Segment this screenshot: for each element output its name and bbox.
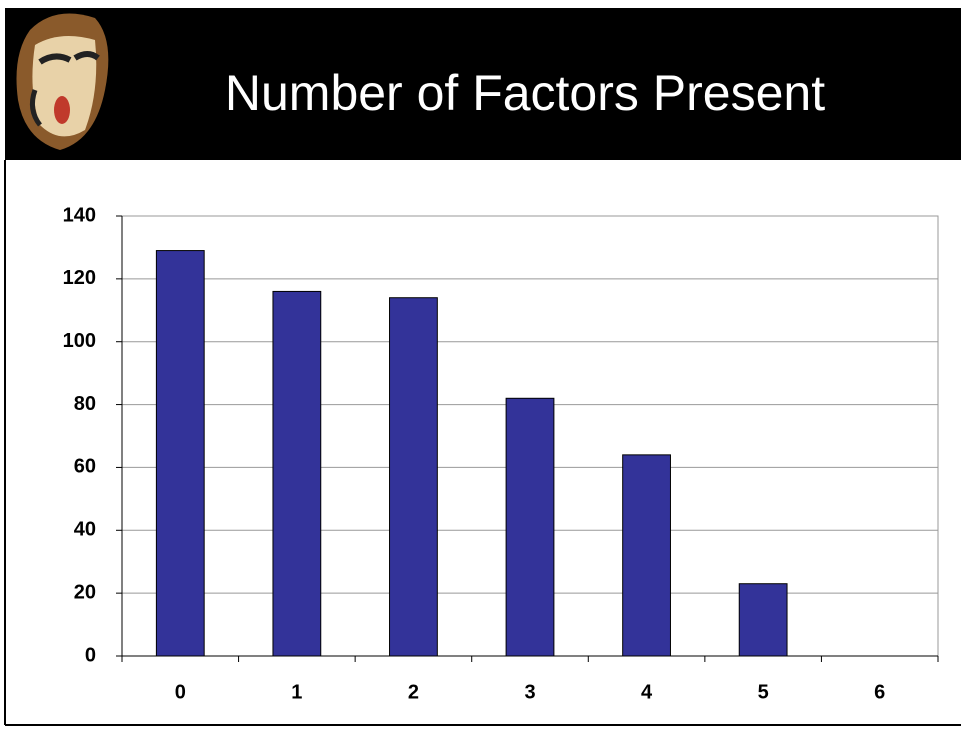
bar (505, 397, 555, 657)
header-band (5, 8, 961, 160)
x-tick-label: 1 (291, 681, 302, 703)
x-tick-label: 5 (758, 681, 769, 703)
y-tick-label: 80 (74, 393, 96, 415)
x-tick-label: 6 (874, 681, 885, 703)
y-tick-label: 20 (74, 581, 96, 603)
y-tick-label: 120 (63, 267, 96, 289)
bar (155, 250, 205, 657)
x-tick-label: 3 (524, 681, 535, 703)
y-tick-label: 40 (74, 519, 96, 541)
bar (389, 297, 438, 657)
x-tick-label: 2 (408, 681, 419, 703)
y-tick-label: 100 (63, 330, 96, 352)
y-tick-label: 140 (63, 204, 96, 226)
chart-title: Number of Factors Present (225, 65, 825, 121)
y-tick-label: 60 (74, 456, 96, 478)
y-tick-label: 0 (85, 644, 96, 666)
bar (622, 454, 671, 657)
bar (272, 290, 322, 657)
x-tick-label: 4 (641, 681, 653, 703)
mask-icon (16, 13, 109, 151)
bar (738, 583, 788, 657)
x-tick-label: 0 (175, 681, 186, 703)
